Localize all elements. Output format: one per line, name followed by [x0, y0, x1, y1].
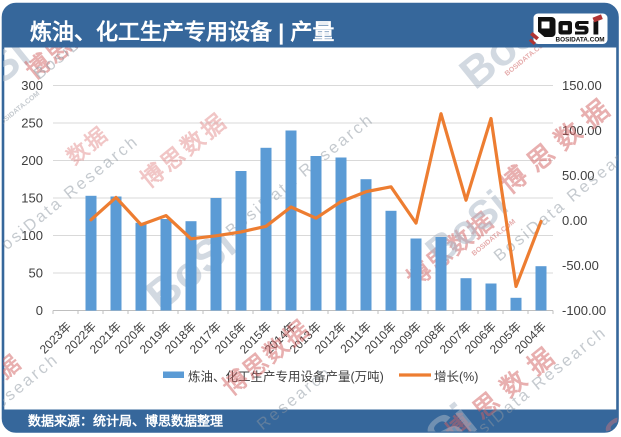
- svg-text:100.00: 100.00: [562, 123, 602, 138]
- svg-text:炼油、化工生产专用设备产量(万吨): 炼油、化工生产专用设备产量(万吨): [188, 369, 384, 384]
- svg-text:150.00: 150.00: [562, 78, 602, 93]
- svg-text:增长(%): 增长(%): [434, 369, 478, 384]
- svg-text:100: 100: [21, 228, 43, 243]
- svg-text:150: 150: [21, 191, 43, 206]
- svg-text:-100.00: -100.00: [562, 303, 606, 318]
- svg-text:0: 0: [36, 303, 43, 318]
- svg-text:BOSIDATA.COM: BOSIDATA.COM: [556, 37, 605, 44]
- svg-text:50: 50: [29, 266, 43, 281]
- svg-text:数据来源：统计局、博思数据整理: 数据来源：统计局、博思数据整理: [28, 414, 223, 429]
- svg-text:-50.00: -50.00: [562, 258, 599, 273]
- svg-text:炼油、化工生产专用设备 | 产量: 炼油、化工生产专用设备 | 产量: [30, 20, 334, 45]
- svg-text:200: 200: [21, 153, 43, 168]
- svg-text:250: 250: [21, 116, 43, 131]
- svg-text:300: 300: [21, 78, 43, 93]
- svg-text:50.00: 50.00: [562, 168, 595, 183]
- svg-text:0.00: 0.00: [562, 213, 587, 228]
